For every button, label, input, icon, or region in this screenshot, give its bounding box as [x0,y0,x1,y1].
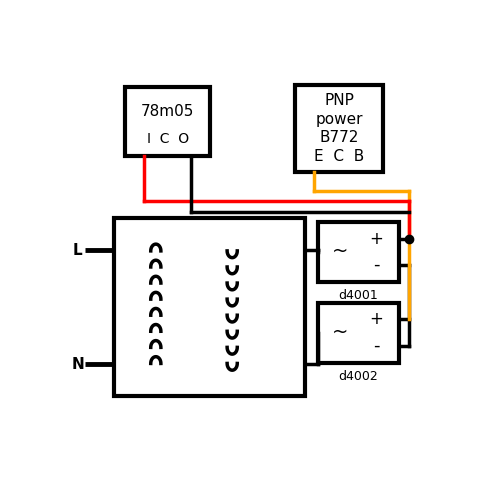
Bar [318,222,398,282]
Bar [114,218,305,396]
Text: d4001: d4001 [338,288,378,302]
Text: power: power [316,112,363,127]
Text: 78m05: 78m05 [141,104,195,119]
Text: N: N [71,357,84,372]
Text: -: - [373,256,380,274]
Text: B772: B772 [320,130,358,146]
Text: ~: ~ [332,323,348,342]
Text: L: L [73,242,83,258]
Bar [126,87,210,156]
Text: ~: ~ [332,242,348,261]
Text: d4002: d4002 [338,370,378,382]
Text: +: + [369,310,383,328]
Text: -: - [373,337,380,355]
Bar [318,302,398,362]
Text: PNP: PNP [324,94,354,108]
Bar [295,86,384,172]
Text: E  C  B: E C B [314,149,364,164]
Text: +: + [369,230,383,248]
Text: I  C  O: I C O [146,132,189,146]
